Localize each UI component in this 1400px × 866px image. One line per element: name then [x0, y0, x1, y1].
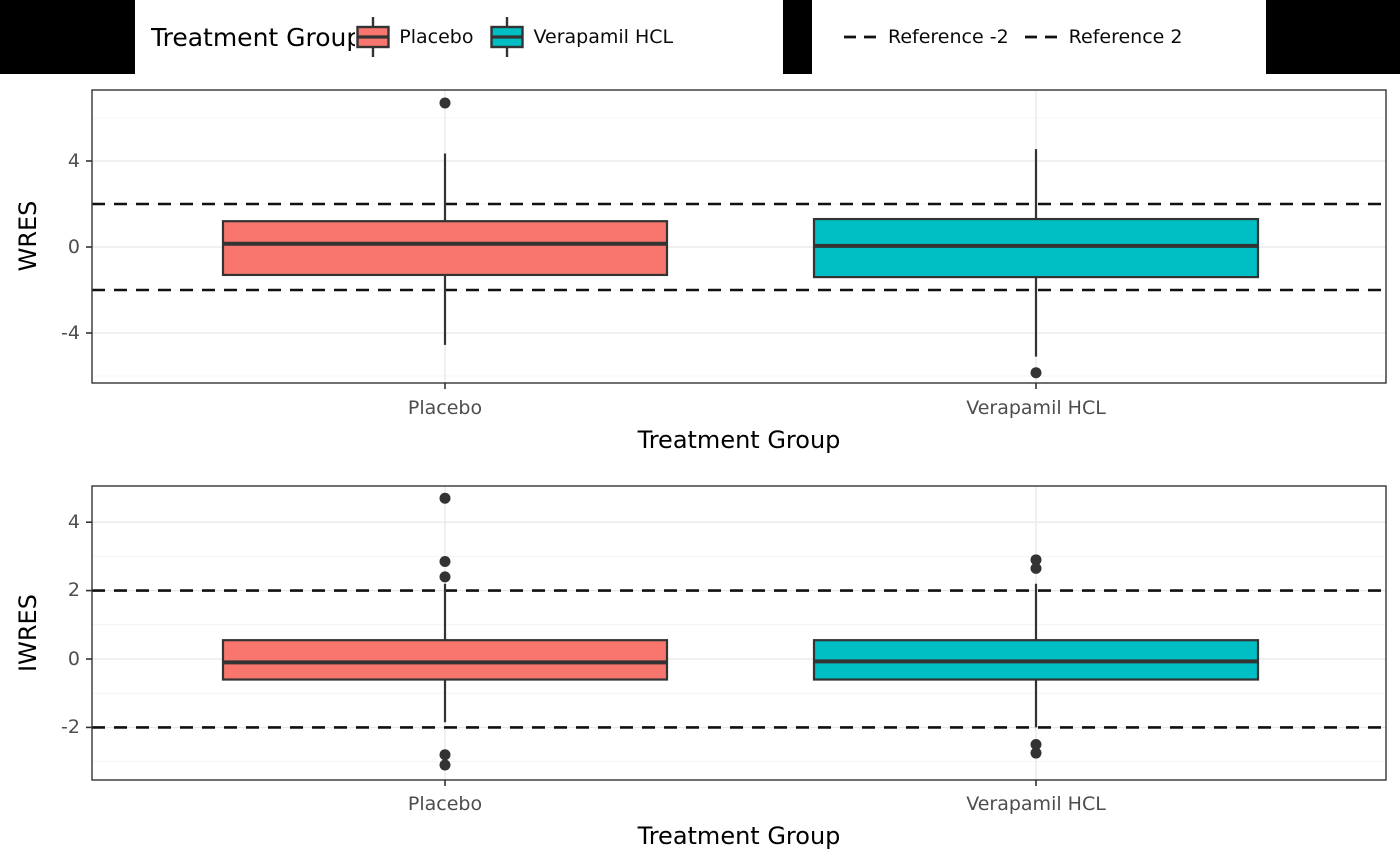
- legend-strip: Treatment Group Placebo Verapamil HC: [0, 0, 1400, 74]
- panel-border: [91, 485, 1387, 781]
- x-tick-label-placebo: Placebo: [407, 397, 483, 419]
- y-tick-label: 0: [67, 236, 80, 258]
- legend-key-verapamil: [489, 14, 526, 60]
- boxplot-key-icon: [489, 14, 526, 60]
- outlier-point: [439, 571, 451, 583]
- boxplot-wres-1: [812, 149, 1260, 379]
- y-tick-label: 0: [67, 648, 80, 670]
- legend-key-placebo: [355, 14, 392, 60]
- outlier-point: [439, 492, 451, 504]
- x-tick-label-placebo: Placebo: [407, 793, 483, 815]
- outlier-point: [439, 749, 451, 761]
- iqr-box: [221, 220, 669, 277]
- legend-label-reference-pos2: Reference 2: [1068, 26, 1183, 48]
- outlier-point: [439, 97, 451, 109]
- y-tick-label: -4: [61, 322, 80, 344]
- x-axis-title: Treatment Group: [637, 426, 841, 454]
- y-tick-label: 4: [67, 511, 80, 533]
- outlier-point: [1030, 554, 1042, 566]
- iqr-box: [812, 217, 1260, 279]
- outlier-point: [1030, 739, 1042, 750]
- iqr-box: [221, 639, 669, 681]
- boxplot-iwres-1: [812, 554, 1260, 759]
- legend-reference: Reference -2 Reference 2: [812, 0, 1266, 74]
- y-axis-title-iwres: IWRES: [14, 594, 42, 672]
- outlier-point: [439, 556, 451, 568]
- boxplot-iwres-0: [221, 492, 669, 771]
- panel-bottom: [86, 485, 1387, 786]
- x-tick-label-verapamil: Verapamil HCL: [966, 793, 1106, 815]
- legend-label-placebo: Placebo: [399, 26, 474, 48]
- boxplot-wres-0: [221, 97, 669, 345]
- y-axis-title-wres: WRES: [14, 200, 42, 272]
- dashed-line-icon: [844, 35, 880, 39]
- legend-title: Treatment Group: [151, 22, 363, 52]
- dashed-line-icon: [1024, 35, 1061, 39]
- legend-key-reference-pos2: [1024, 33, 1061, 41]
- outlier-point: [439, 759, 451, 771]
- x-tick-label-verapamil: Verapamil HCL: [966, 397, 1106, 419]
- y-tick-label: 2: [67, 579, 80, 601]
- legend-label-verapamil: Verapamil HCL: [533, 26, 674, 48]
- legend-label-reference-neg2: Reference -2: [888, 26, 1009, 48]
- x-axis-title: Treatment Group: [637, 822, 841, 850]
- panel-border: [91, 89, 1387, 384]
- y-tick-label: 4: [67, 150, 80, 172]
- outlier-point: [1030, 747, 1042, 759]
- legend-treatment-group: Treatment Group Placebo Verapamil HC: [135, 0, 783, 74]
- panel-top: [86, 89, 1387, 389]
- legend-key-reference-neg2: [844, 33, 880, 41]
- y-tick-label: -2: [61, 716, 80, 738]
- outlier-point: [1030, 367, 1042, 379]
- outlier-point: [1030, 562, 1042, 574]
- boxplot-key-icon: [355, 14, 392, 60]
